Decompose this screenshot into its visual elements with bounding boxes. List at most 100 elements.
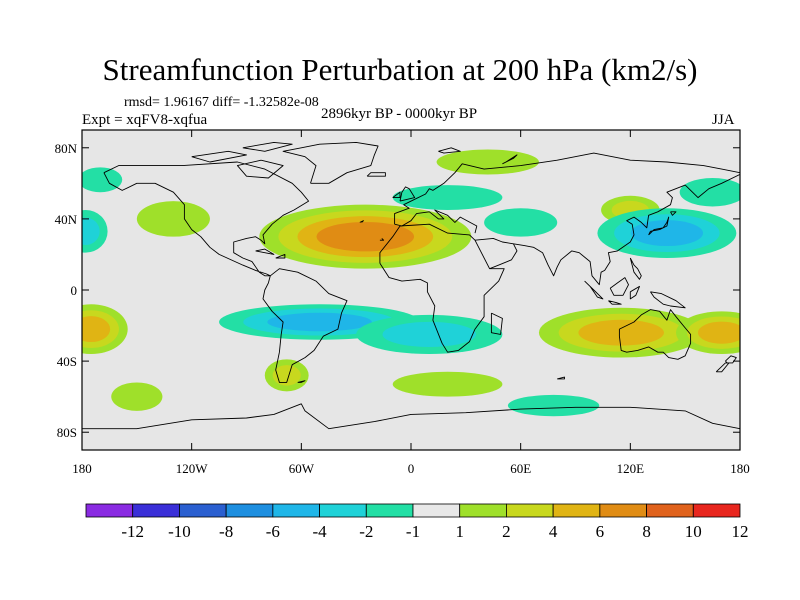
coastline-27 <box>191 150 247 163</box>
coastline-34 <box>379 238 385 241</box>
colorbar-label-9: 4 <box>549 522 558 541</box>
colorbar-box-0 <box>85 503 134 518</box>
colorbar-label-11: 8 <box>642 522 651 541</box>
coastline-25 <box>275 253 286 259</box>
anomaly-contour-10-2 <box>267 312 372 332</box>
colorbar-box-10 <box>552 503 601 518</box>
coastline-26 <box>236 159 284 179</box>
anomaly-contour-14-0 <box>392 185 503 210</box>
lon-tick-label: 60W <box>289 461 315 476</box>
stats-line: rmsd= 1.96167 diff= -1.32582e-08 <box>124 95 319 110</box>
colorbar-label-0: -12 <box>121 522 144 541</box>
coastline-3 <box>394 152 740 225</box>
colorbar-label-4: -4 <box>312 522 327 541</box>
lat-tick-label: 80N <box>55 141 78 156</box>
coastline-0 <box>103 161 310 277</box>
coastline-15 <box>584 280 604 300</box>
anomaly-contour-11-1 <box>382 321 477 347</box>
lon-tick-label: 60E <box>510 461 531 476</box>
coastline-2 <box>379 223 505 353</box>
colorbar-box-7 <box>412 503 461 518</box>
lon-tick-label: 180 <box>730 461 750 476</box>
coastline-9 <box>282 141 379 184</box>
anomaly-contour-6-1 <box>272 365 301 386</box>
colorbar-box-6 <box>365 503 414 518</box>
coastline-8 <box>82 403 740 430</box>
coastline-31 <box>557 376 565 380</box>
colorbar-label-3: -6 <box>266 522 280 541</box>
anomaly-contour-18-0 <box>679 178 740 207</box>
colorbar-box-3 <box>225 503 274 518</box>
colorbar-label-13: 12 <box>732 522 749 541</box>
coastline-33 <box>359 220 364 223</box>
season-label: JJA <box>712 112 735 128</box>
coastline-23 <box>490 312 503 335</box>
colorbar-box-9 <box>506 503 554 518</box>
anomaly-contour-7-0 <box>392 371 503 397</box>
coastline-28 <box>242 141 293 152</box>
coastline-13 <box>648 216 670 236</box>
coastline-16 <box>608 300 622 305</box>
coastline-4 <box>394 209 478 234</box>
anomaly-contour-17-0 <box>82 167 123 193</box>
coastline-10 <box>366 172 386 177</box>
colorbar-label-5: -2 <box>359 522 373 541</box>
colorbar-label-8: 2 <box>502 522 511 541</box>
lon-tick-label: 0 <box>408 461 415 476</box>
colorbar-label-7: 1 <box>455 522 464 541</box>
lon-tick-label: 120E <box>617 461 645 476</box>
colorbar-box-11 <box>599 503 647 518</box>
coastline-19 <box>650 291 686 309</box>
coastline-6 <box>513 173 740 286</box>
colorbar-label-6: -1 <box>406 522 420 541</box>
colorbar-box-13 <box>692 503 741 518</box>
coastline-5 <box>474 237 518 270</box>
anomaly-contour-3-2 <box>697 321 740 344</box>
coastlines <box>82 141 740 430</box>
coastline-12 <box>392 191 401 199</box>
coastline-11 <box>399 186 416 202</box>
coastline-30 <box>502 154 518 165</box>
colorbar-box-12 <box>646 503 694 518</box>
coastline-29 <box>438 147 461 154</box>
colorbar: -12 -10 -8 -6 -4 -2 -1 1 2 4 6 8 10 12 <box>85 503 749 541</box>
anomaly-contour-12-2 <box>630 220 704 247</box>
anomaly-contour-8-0 <box>436 149 539 175</box>
lat-tick-label: 40N <box>55 212 78 227</box>
colorbar-box-1 <box>132 503 180 518</box>
anomaly-contour-0-3 <box>316 221 415 252</box>
coastline-18 <box>629 285 640 300</box>
experiment-label: Expt = xqFV8-xqfua <box>82 112 208 128</box>
anomaly-contour-4-0 <box>136 201 210 237</box>
colorbar-label-10: 6 <box>596 522 605 541</box>
colorbar-label-2: -8 <box>219 522 233 541</box>
colorbar-box-5 <box>319 503 367 518</box>
map-axes: 80N 40N 0 40S 80S 180 120W 60W 0 60E 120E 180 <box>55 130 750 476</box>
lon-tick-label: 120W <box>176 461 209 476</box>
anomaly-contour-15-0 <box>484 208 558 237</box>
lat-tick-label: 0 <box>71 283 78 298</box>
period-label: 2896kyr BP - 0000kyr BP <box>321 106 478 122</box>
anomaly-contour-1-2 <box>82 316 111 343</box>
colorbar-box-8 <box>459 503 507 518</box>
anomaly-contour-2-2 <box>578 319 664 346</box>
map-background <box>82 130 740 450</box>
coastline-24 <box>255 248 275 255</box>
colorbar-box-2 <box>179 503 227 518</box>
lat-tick-label: 80S <box>57 425 77 440</box>
colorbar-box-4 <box>272 503 320 518</box>
plot-title: Streamfunction Perturbation at 200 hPa (… <box>102 52 698 87</box>
colorbar-label-1: -10 <box>168 522 191 541</box>
anomaly-contour-5-0 <box>111 382 163 411</box>
coastline-14 <box>670 211 677 216</box>
coastline-1 <box>262 268 348 383</box>
coastline-17 <box>609 277 629 296</box>
coastline-32 <box>297 380 306 383</box>
lat-tick-label: 40S <box>57 354 77 369</box>
colorbar-label-12: 10 <box>685 522 702 541</box>
coastline-22 <box>715 362 730 373</box>
anomaly-contour-13-1 <box>82 217 100 245</box>
coastline-7 <box>618 309 692 360</box>
anomaly-contour-16-0 <box>507 394 600 417</box>
